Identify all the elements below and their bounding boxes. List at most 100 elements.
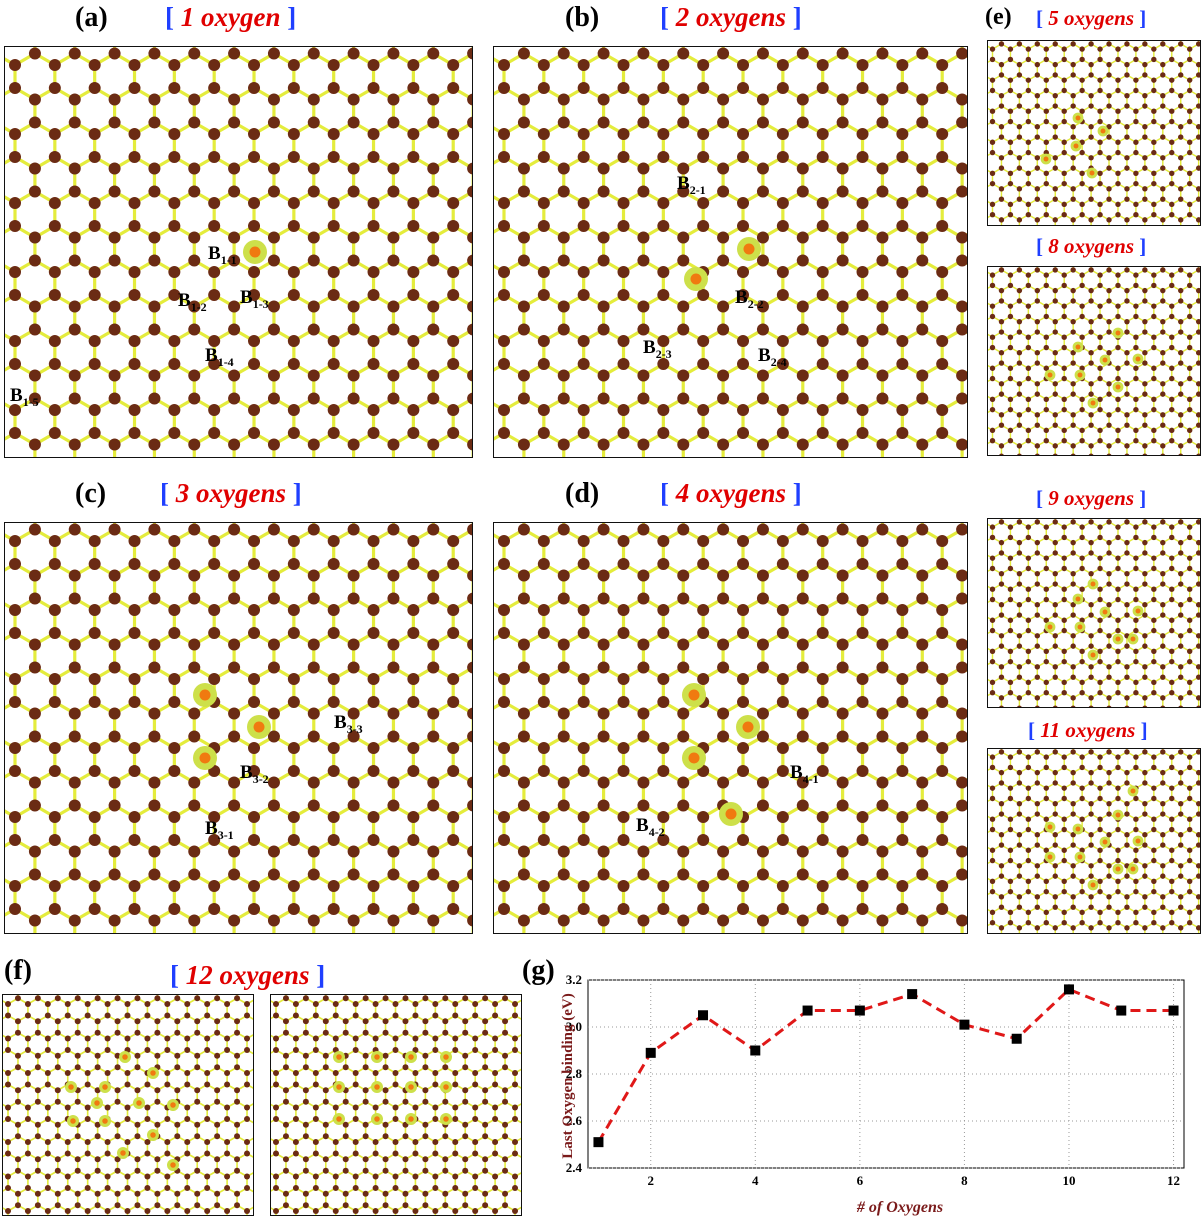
boron-atom <box>717 392 730 405</box>
boron-atom <box>1115 365 1121 371</box>
boron-atom <box>88 696 101 708</box>
boron-atom <box>108 707 121 720</box>
boron-atom <box>447 765 460 777</box>
boron-atom <box>1106 443 1112 449</box>
boron-atom <box>557 162 570 175</box>
boron-atom <box>1169 272 1175 278</box>
boron-atom <box>188 300 201 313</box>
boron-atom <box>128 82 141 94</box>
boron-atom <box>537 82 550 94</box>
boron-atom <box>148 93 161 106</box>
boron-atom <box>1016 350 1023 356</box>
boron-atom <box>1052 124 1058 130</box>
boron-atom <box>796 438 809 451</box>
boron-atom <box>1016 318 1023 325</box>
boron-atom <box>128 128 141 140</box>
boron-atom <box>267 438 280 451</box>
boron-atom <box>447 335 460 347</box>
boron-atom <box>1151 396 1157 402</box>
boron-atom <box>1178 134 1184 140</box>
boron-atom <box>148 47 161 60</box>
boron-atom <box>998 391 1005 397</box>
boron-atom <box>756 438 769 451</box>
boron-atom <box>1106 196 1112 202</box>
boron-atom <box>88 742 101 754</box>
boron-atom <box>327 696 340 708</box>
boron-atom <box>956 438 967 451</box>
boron-atom <box>407 289 420 301</box>
boron-atom <box>896 358 909 370</box>
boron-atom <box>1079 108 1085 114</box>
boron-atom <box>407 558 420 570</box>
boron-atom <box>896 82 909 94</box>
boron-atom <box>1016 124 1023 130</box>
panel-d-label: (d) <box>565 478 600 509</box>
boron-atom <box>537 266 550 278</box>
boron-atom <box>1043 427 1049 434</box>
boron-atom <box>387 730 400 743</box>
boron-atom <box>677 438 690 451</box>
boron-atom <box>1025 149 1032 156</box>
boron-atom <box>557 323 570 336</box>
boron-atom <box>936 289 949 301</box>
boron-atom <box>228 323 241 336</box>
boron-atom <box>287 765 300 777</box>
boron-atom <box>1034 360 1041 366</box>
boron-atom <box>48 220 61 232</box>
boron-atom <box>108 730 121 743</box>
boron-atom <box>1186 396 1193 402</box>
boron-atom <box>188 185 201 198</box>
boron-atom <box>407 335 420 347</box>
boron-atom <box>816 404 829 416</box>
boron-atom <box>1070 134 1076 140</box>
boron-atom <box>1043 272 1049 278</box>
boron-atom <box>208 811 221 823</box>
boron-atom <box>228 116 241 129</box>
boron-atom <box>1106 267 1112 273</box>
panel-f-title: [ 12 oxygens ] <box>170 960 326 990</box>
boron-atom <box>108 592 121 605</box>
boron-atom <box>128 404 141 416</box>
boron-atom <box>1043 344 1049 351</box>
panel-c-label: (c) <box>75 478 107 509</box>
boron-atom <box>998 287 1005 294</box>
boron-atom <box>1052 134 1058 140</box>
boron-atom <box>327 82 340 94</box>
boron-atom <box>28 914 41 927</box>
boron-atom <box>188 162 201 175</box>
boron-atom <box>148 776 161 789</box>
boron-atom <box>28 162 41 175</box>
boron-atom <box>637 185 650 198</box>
boron-atom <box>617 82 630 94</box>
boron-atom <box>657 59 670 71</box>
boron-atom <box>1133 77 1139 83</box>
boron-atom <box>956 185 967 198</box>
boron-atom <box>108 231 121 244</box>
boron-atom <box>517 47 530 60</box>
boron-atom <box>267 323 280 336</box>
boron-atom <box>1061 87 1067 94</box>
boron-atom <box>188 369 201 382</box>
boron-atom <box>537 128 550 140</box>
boron-atom <box>1151 180 1157 187</box>
boron-atom <box>1016 165 1023 171</box>
boron-atom <box>267 569 280 582</box>
boron-atom <box>836 93 849 106</box>
boron-atom <box>1142 422 1148 428</box>
boron-atom <box>498 289 510 301</box>
boron-atom <box>347 162 360 175</box>
boron-atom <box>1034 381 1041 387</box>
boron-atom <box>1088 381 1094 387</box>
boron-atom <box>1178 267 1184 273</box>
boron-atom <box>327 289 340 301</box>
boron-atom <box>427 300 440 313</box>
boron-atom <box>347 914 360 927</box>
boron-atom <box>796 93 809 106</box>
boron-atom <box>1115 406 1121 413</box>
boron-atom <box>717 369 730 382</box>
boron-atom <box>1016 360 1023 366</box>
boron-atom <box>1195 61 1200 68</box>
boron-atom <box>208 627 221 639</box>
boron-atom <box>367 289 380 301</box>
boron-atom <box>677 231 690 244</box>
